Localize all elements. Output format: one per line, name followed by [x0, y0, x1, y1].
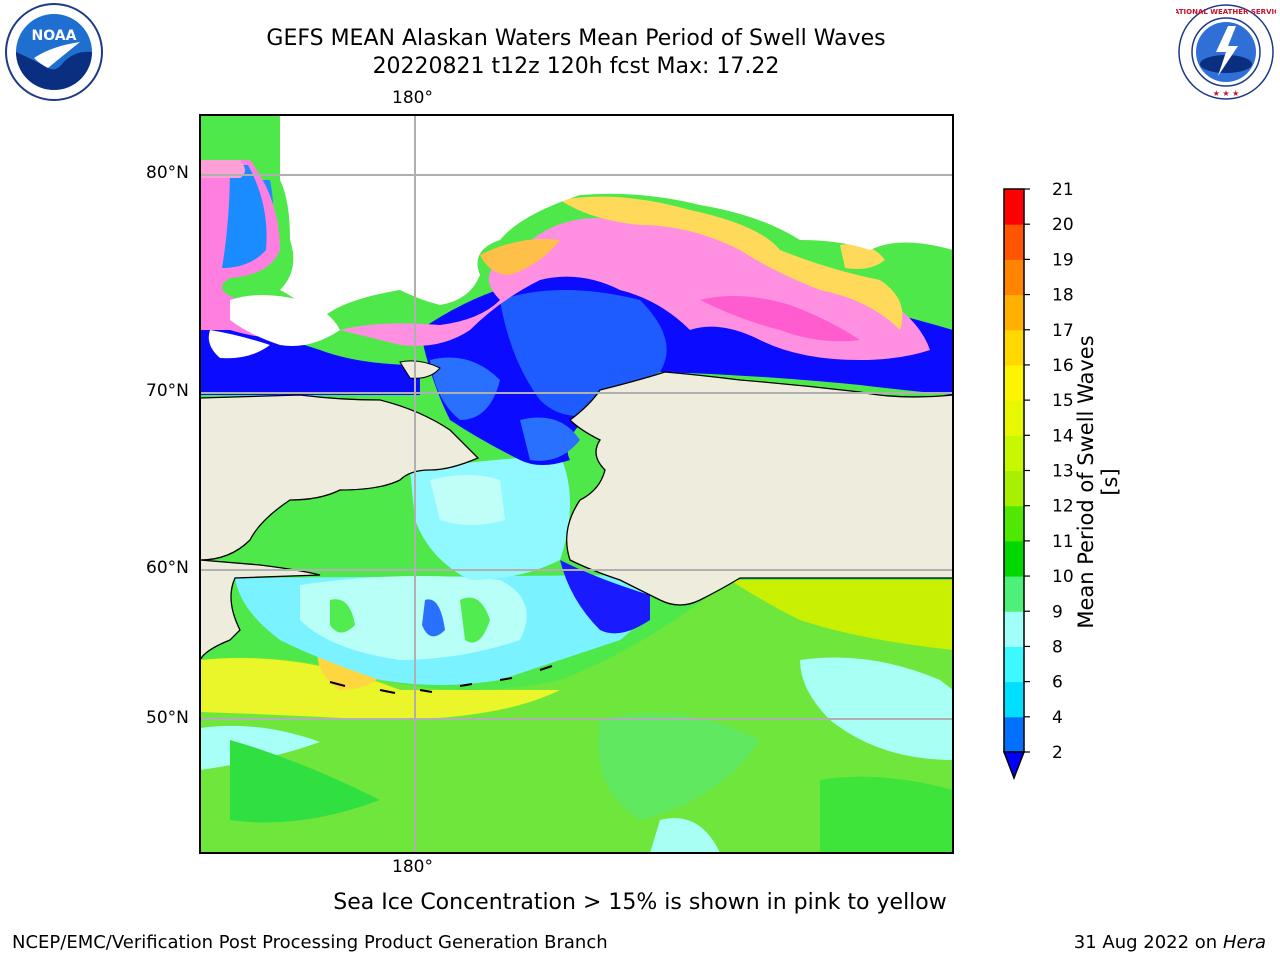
colorbar-band: [1004, 646, 1024, 683]
colorbar-band: [1004, 435, 1024, 471]
chart-subtitle: 20220821 t12z 120h fcst Max: 17.22: [372, 54, 780, 79]
credit-host: Hera: [1222, 932, 1266, 953]
land-alaska: [566, 371, 953, 606]
colorbar-band: [1004, 189, 1024, 225]
noaa-logo-text: NOAA: [32, 28, 77, 44]
credit-left: NCEP/EMC/Verification Post Processing Pr…: [12, 932, 608, 953]
colorbar-band: [1004, 540, 1024, 577]
sea-ice-note: Sea Ice Concentration > 15% is shown in …: [333, 890, 947, 915]
colorbar-band: [1004, 364, 1024, 401]
colorbar-band: [1004, 294, 1024, 331]
colorbar-tick-label: 8: [1052, 637, 1063, 657]
chart-title: GEFS MEAN Alaskan Waters Mean Period of …: [266, 26, 886, 51]
colorbar-swatches: [1004, 189, 1024, 753]
lat-label-60: 60°N: [146, 558, 189, 578]
nws-logo: NATIONAL WEATHER SERVICE ★ ★ ★: [1176, 4, 1276, 100]
noaa-logo: NOAA: [5, 3, 103, 101]
colorbar: 2 4 6 8 9 10 11 12 13 14 15 16 17 18 19 20 21: [1002, 180, 1074, 781]
colorbar-tick-label: 13: [1052, 462, 1074, 482]
lat-label-50: 50°N: [146, 708, 189, 728]
colorbar-tick-label: 15: [1052, 391, 1074, 411]
credit-right: 31 Aug 2022 on Hera: [1074, 932, 1266, 953]
colorbar-tick-label: 12: [1052, 497, 1074, 517]
credit-date: 31 Aug 2022 on: [1073, 932, 1218, 953]
colorbar-tick-label: 9: [1052, 602, 1063, 622]
colorbar-band: [1004, 400, 1024, 436]
colorbar-tick-label: 21: [1052, 180, 1074, 200]
colorbar-tick-label: 2: [1052, 743, 1063, 763]
lat-label-80: 80°N: [146, 163, 189, 183]
colorbar-tick-label: 10: [1052, 567, 1074, 587]
colorbar-band: [1004, 716, 1024, 753]
colorbar-tick-label: 4: [1052, 708, 1063, 728]
lon-label-bottom: 180°: [392, 857, 433, 877]
colorbar-band: [1004, 259, 1024, 296]
colorbar-under-arrow: [1002, 751, 1026, 781]
map-frame: [199, 114, 954, 854]
colorbar-tick-label: 14: [1052, 426, 1074, 446]
svg-text:★ ★ ★: ★ ★ ★: [1213, 89, 1240, 98]
colorbar-ticks: 2 4 6 8 9 10 11 12 13 14 15 16 17 18 19 20 21: [1024, 180, 1074, 763]
colorbar-tick-label: 17: [1052, 321, 1074, 341]
colorbar-band: [1004, 576, 1024, 612]
colorbar-tick-label: 18: [1052, 286, 1074, 306]
nws-logo-text: NATIONAL WEATHER SERVICE: [1176, 8, 1276, 16]
lat-label-70: 70°N: [146, 381, 189, 401]
colorbar-tick-label: 6: [1052, 673, 1063, 693]
land-siberia: [200, 394, 480, 561]
colorbar-band: [1004, 329, 1024, 366]
colorbar-band: [1004, 224, 1024, 260]
colorbar-band: [1004, 470, 1024, 507]
graticule: [200, 115, 953, 853]
colorbar-band: [1004, 505, 1024, 542]
lon-label-top: 180°: [392, 88, 433, 108]
colorbar-tick-label: 11: [1052, 532, 1074, 552]
colorbar-band: [1004, 681, 1024, 718]
colorbar-tick-label: 20: [1052, 215, 1074, 235]
colorbar-band: [1004, 611, 1024, 647]
colorbar-tick-label: 19: [1052, 250, 1074, 270]
colorbar-label: Mean Period of Swell Waves [s]: [1074, 335, 1122, 629]
colorbar-tick-label: 16: [1052, 356, 1074, 376]
